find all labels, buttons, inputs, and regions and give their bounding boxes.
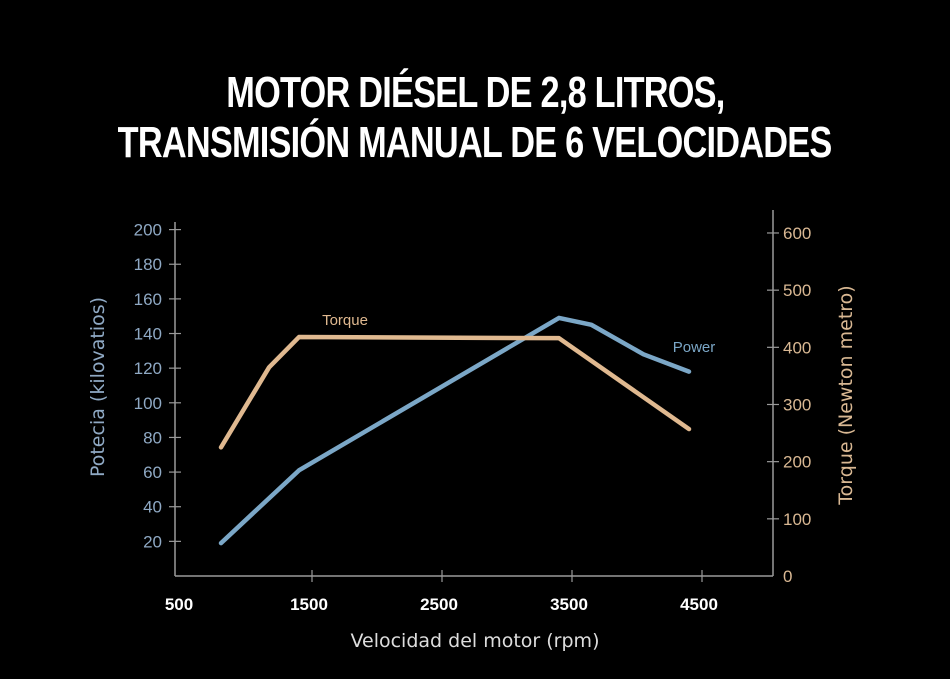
left-y-tick-label: 200 [134, 221, 162, 240]
right-y-tick-label: 500 [783, 281, 811, 300]
left-y-axis-label: Potecia (kilovatios) [87, 297, 109, 477]
x-tick-label: 500 [165, 595, 193, 614]
series-label-power: Power [673, 339, 716, 356]
right-y-tick-label: 0 [783, 567, 792, 586]
left-y-tick-label: 100 [134, 394, 162, 413]
chart-title-line-2: TRANSMISIÓN MANUAL DE 6 VELOCIDADES [118, 118, 833, 167]
right-y-axis-label: Torque (Newton metro) [835, 285, 857, 505]
series-line-torque [218, 334, 692, 450]
right-y-tick-label: 300 [783, 395, 811, 414]
x-tick-label: 3500 [550, 595, 588, 614]
left-y-tick-label: 160 [134, 290, 162, 309]
x-tick-label: 4500 [680, 595, 718, 614]
left-y-tick-label: 140 [134, 325, 162, 344]
right-y-tick-label: 100 [783, 510, 811, 529]
x-axis-label: Velocidad del motor (rpm) [351, 630, 600, 652]
series-label-torque: Torque [322, 312, 368, 329]
left-y-tick-label: 80 [143, 428, 162, 447]
x-tick-label: 2500 [420, 595, 458, 614]
chart-title-line-1: MOTOR DIÉSEL DE 2,8 LITROS, [225, 68, 725, 117]
left-y-tick-label: 180 [134, 255, 162, 274]
right-y-tick-label: 600 [783, 224, 811, 243]
x-tick-label: 1500 [290, 595, 328, 614]
series-line-power [218, 315, 692, 546]
right-y-tick-label: 400 [783, 338, 811, 357]
left-y-tick-label: 20 [143, 532, 162, 551]
left-y-tick-label: 40 [143, 498, 162, 517]
right-y-tick-label: 200 [783, 453, 811, 472]
left-y-tick-label: 120 [134, 359, 162, 378]
left-y-tick-label: 60 [143, 463, 162, 482]
